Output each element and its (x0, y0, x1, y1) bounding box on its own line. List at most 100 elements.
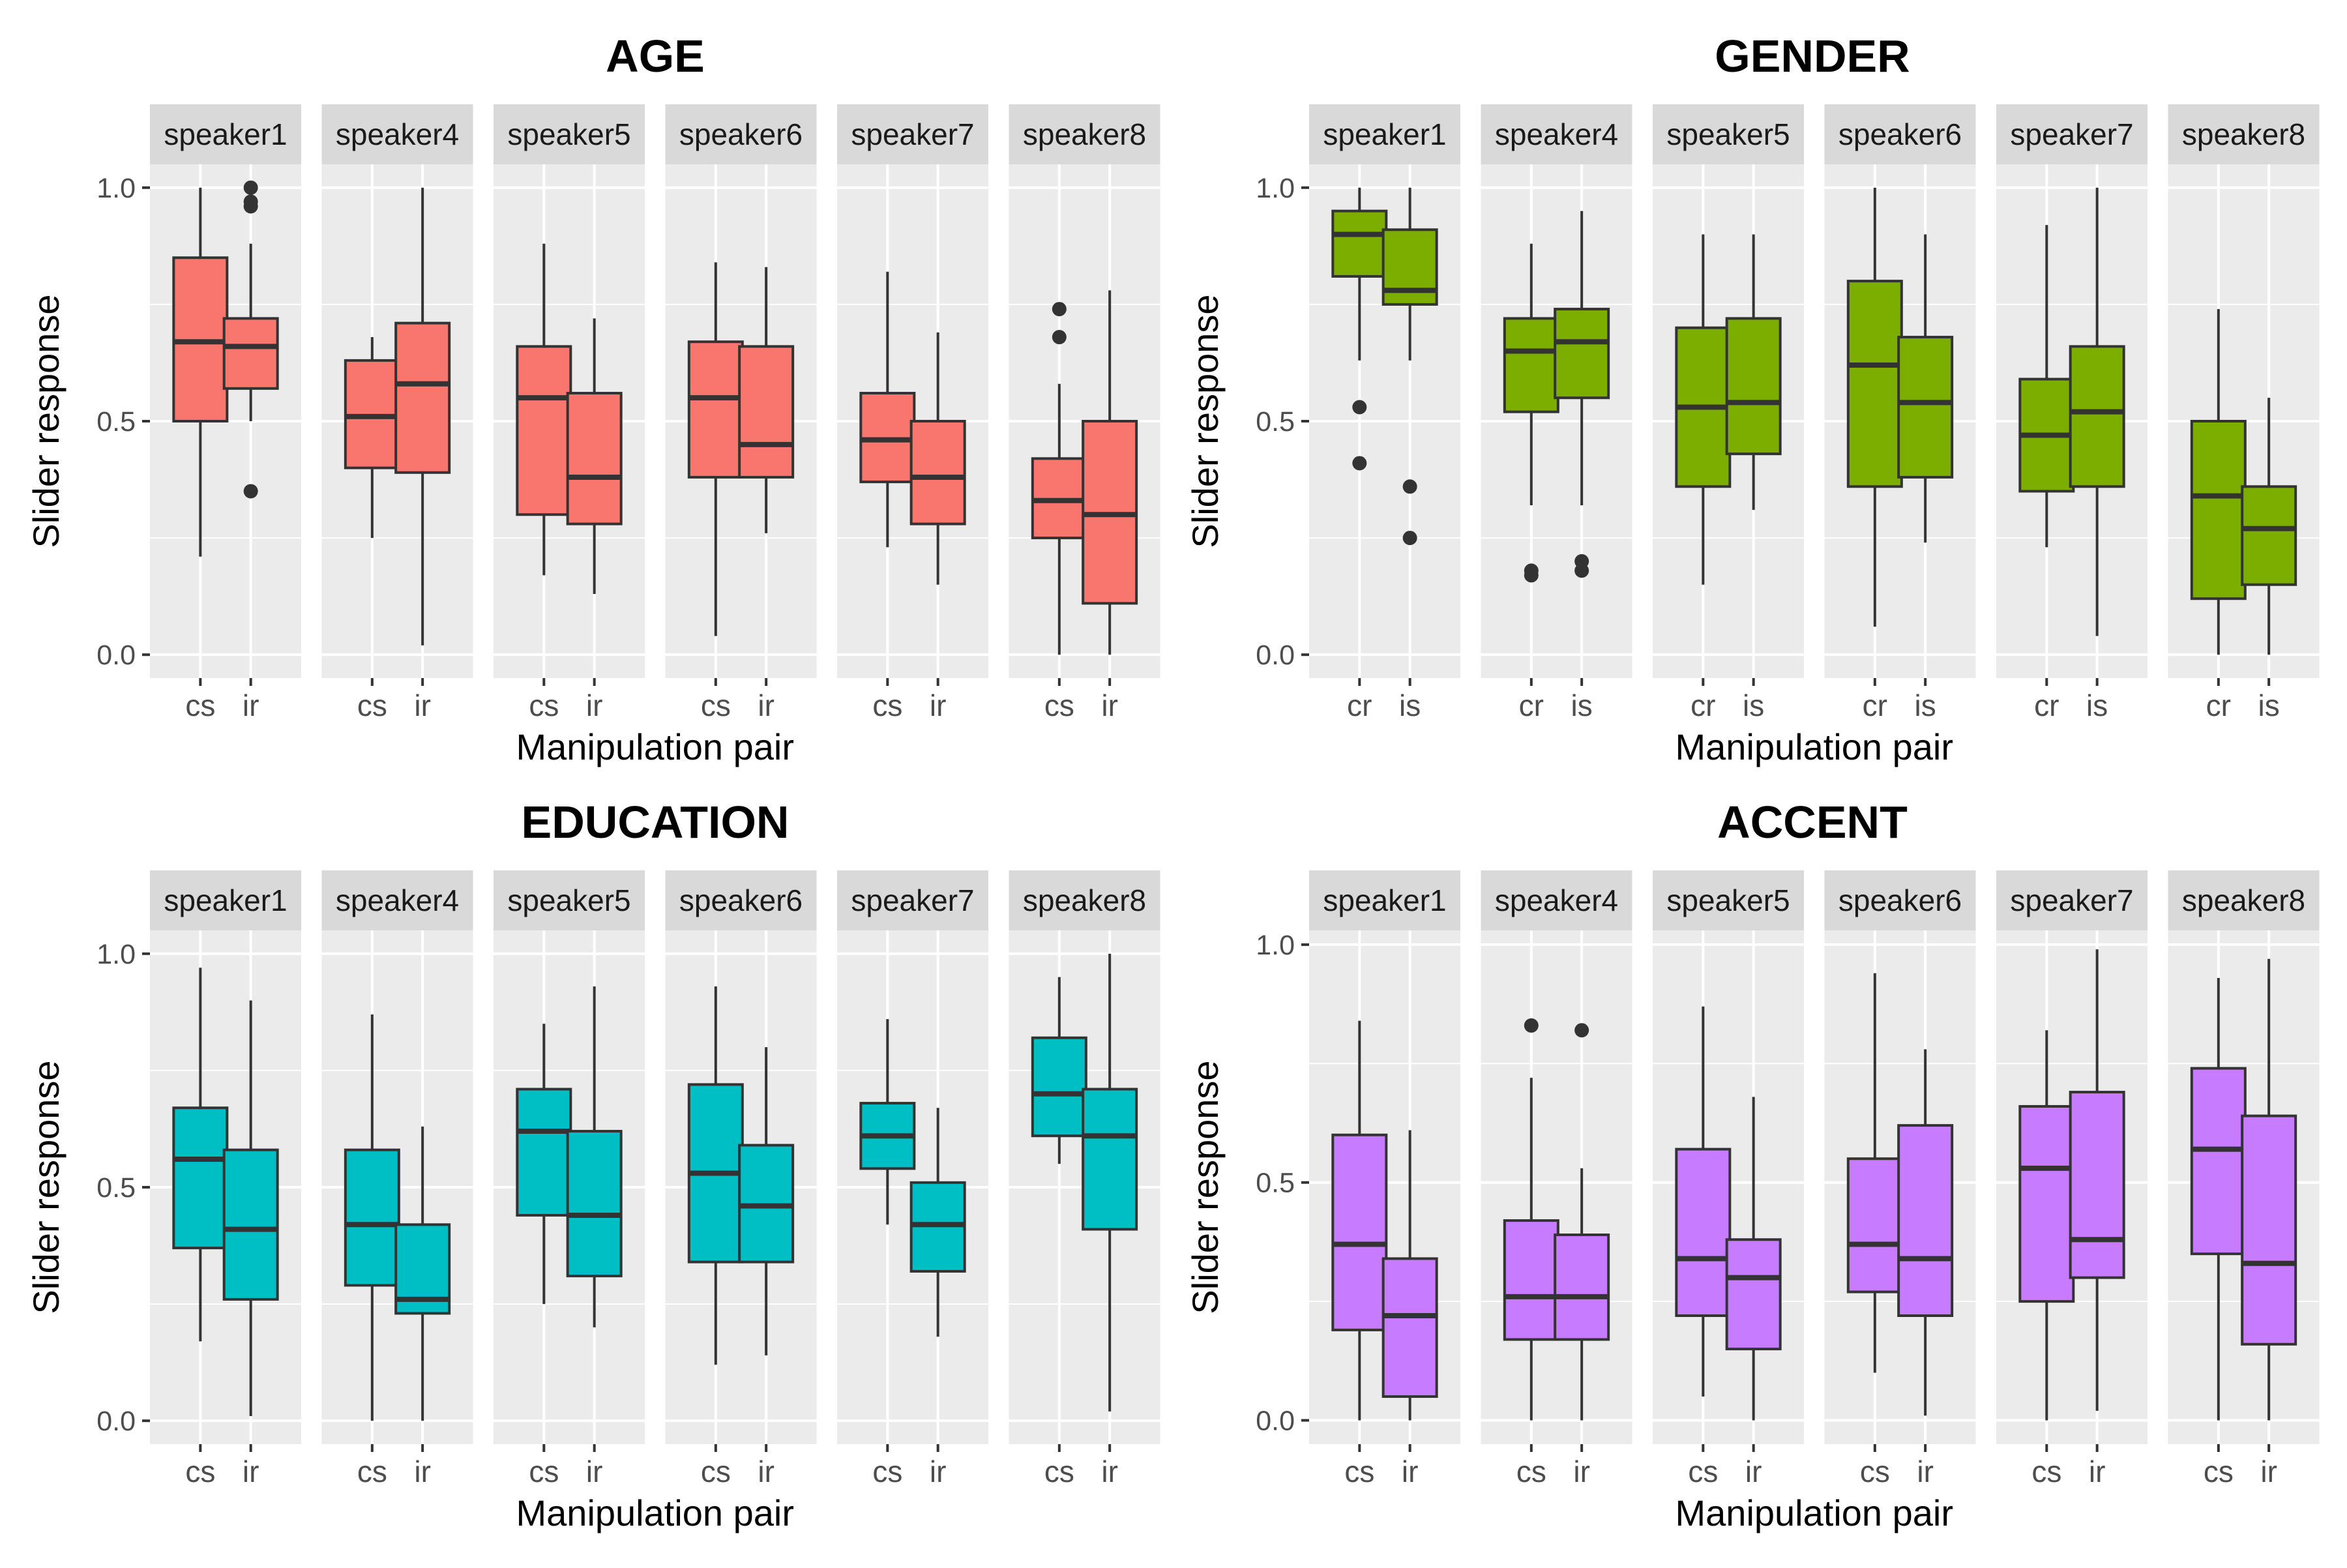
box-speaker8-cs (1031, 302, 1087, 655)
facet-strip (1824, 870, 1976, 930)
box-iqr (1846, 280, 1903, 488)
facet-speaker1: speaker1 cs ir (150, 870, 301, 1488)
x-tick-label: ir (414, 688, 431, 722)
x-tick-label: cr (1519, 688, 1544, 722)
box-speaker1-ir (222, 180, 279, 499)
facet-strip-label: speaker6 (679, 883, 803, 917)
x-tick-label: cs (872, 1455, 902, 1488)
chart-title: GENDER (1715, 31, 1910, 81)
box-iqr (1082, 1087, 1138, 1231)
box-speaker8-is (2241, 398, 2297, 655)
outlier-point (1574, 1023, 1589, 1038)
x-tick-label: is (2086, 688, 2108, 722)
facet-strip (1653, 104, 1804, 164)
box-iqr (1725, 1238, 1782, 1351)
chart-gender: GENDER Slider response 0.0 0.5 1.0 speaker1 cr… (1185, 31, 2320, 767)
box-iqr (738, 345, 795, 479)
panel-background (1481, 930, 1632, 1444)
box-speaker5-cs (1675, 1006, 1732, 1397)
x-tick-label: ir (930, 688, 947, 722)
box-speaker5-ir (566, 318, 623, 595)
outlier-point (1052, 330, 1067, 345)
x-tick-label: ir (1101, 688, 1118, 722)
box-speaker7-ir (909, 1108, 966, 1337)
box-iqr (172, 1106, 229, 1250)
x-tick-label: cs (185, 688, 215, 722)
facet-strip-label: speaker1 (164, 883, 287, 917)
x-tick-label: ir (930, 1455, 947, 1488)
x-tick-label: ir (243, 688, 259, 722)
facet-strip (1996, 870, 2148, 930)
facet-speaker5: speaker5 cs ir (494, 104, 645, 722)
box-iqr (2241, 485, 2297, 586)
box-speaker4-is (1554, 211, 1610, 578)
box-speaker4-cs (344, 1014, 400, 1421)
facet-strip-label: speaker8 (2182, 117, 2305, 151)
box-speaker6-ir (738, 267, 795, 533)
facet-strip-label: speaker5 (507, 117, 630, 151)
facet-strip-label: speaker8 (1023, 117, 1146, 151)
box-speaker7-ir (909, 332, 966, 585)
box-iqr (516, 345, 572, 516)
box-iqr (1897, 1124, 1954, 1318)
facet-strip-label: speaker4 (336, 883, 459, 917)
facet-speaker7: speaker7 cs ir (837, 104, 988, 722)
facet-speaker5: speaker5 cs ir (1653, 870, 1804, 1488)
x-tick-label: ir (1917, 1455, 1934, 1488)
outlier-point (243, 484, 258, 499)
box-iqr (222, 1148, 279, 1301)
y-axis-title: Slider response (1185, 1060, 1226, 1314)
box-iqr (2018, 1104, 2075, 1303)
facet-strip-label: speaker4 (336, 117, 459, 151)
x-tick-label: cs (1344, 1455, 1374, 1488)
x-tick-label: ir (758, 1455, 775, 1488)
x-axis-title: Manipulation pair (1675, 1492, 1953, 1533)
box-speaker8-cs (1031, 977, 1087, 1164)
box-speaker1-is (1381, 187, 1438, 546)
facet-strip-label: speaker1 (1323, 117, 1446, 151)
box-iqr (1846, 1157, 1903, 1294)
box-speaker4-cs (1503, 1018, 1559, 1421)
box-speaker1-ir (222, 1000, 279, 1417)
box-speaker8-cr (2190, 309, 2247, 655)
y-axis-title: Slider response (25, 294, 66, 548)
box-speaker6-cs (687, 262, 744, 636)
facet-strip (665, 104, 817, 164)
facet-strip-label: speaker7 (2010, 883, 2133, 917)
outlier-point (1352, 456, 1367, 471)
outlier-point (1352, 400, 1367, 415)
x-tick-label: cr (1690, 688, 1715, 722)
facet-strip-label: speaker5 (507, 883, 630, 917)
facet-speaker8: speaker8 cr is (2168, 104, 2320, 722)
x-tick-label: cs (1860, 1455, 1890, 1488)
box-speaker7-cr (2018, 225, 2075, 548)
box-speaker4-ir (394, 187, 451, 645)
facet-speaker1: speaker1 cr is (1309, 104, 1460, 722)
facet-strip-label: speaker7 (851, 883, 974, 917)
outlier-point (1574, 563, 1589, 578)
box-iqr (1503, 1219, 1559, 1341)
y-tick-label: 0.5 (1256, 1168, 1295, 1199)
box-speaker1-cr (1331, 187, 1388, 471)
y-tick-label: 0.0 (96, 1406, 136, 1437)
facet-strip (150, 870, 301, 930)
facet-speaker1: speaker1 cs ir (1309, 870, 1460, 1488)
box-speaker6-ir (738, 1047, 795, 1355)
box-iqr (1381, 228, 1438, 306)
facet-strip-label: speaker4 (1495, 117, 1618, 151)
facet-speaker4: speaker4 cs ir (1481, 870, 1632, 1488)
box-iqr (2190, 420, 2247, 600)
box-iqr (394, 321, 451, 474)
x-tick-label: cr (2206, 688, 2231, 722)
box-iqr (1381, 1257, 1438, 1398)
box-speaker8-ir (1082, 290, 1138, 655)
y-tick-label: 0.5 (96, 1172, 136, 1204)
facet-strip-label: speaker7 (851, 117, 974, 151)
facet-strip (1996, 104, 2148, 164)
x-tick-label: ir (586, 1455, 603, 1488)
facet-speaker7: speaker7 cr is (1996, 104, 2148, 722)
x-tick-label: ir (1745, 1455, 1762, 1488)
facet-speaker5: speaker5 cs ir (494, 870, 645, 1488)
box-speaker7-cs (859, 271, 916, 548)
box-speaker5-cr (1675, 234, 1732, 585)
